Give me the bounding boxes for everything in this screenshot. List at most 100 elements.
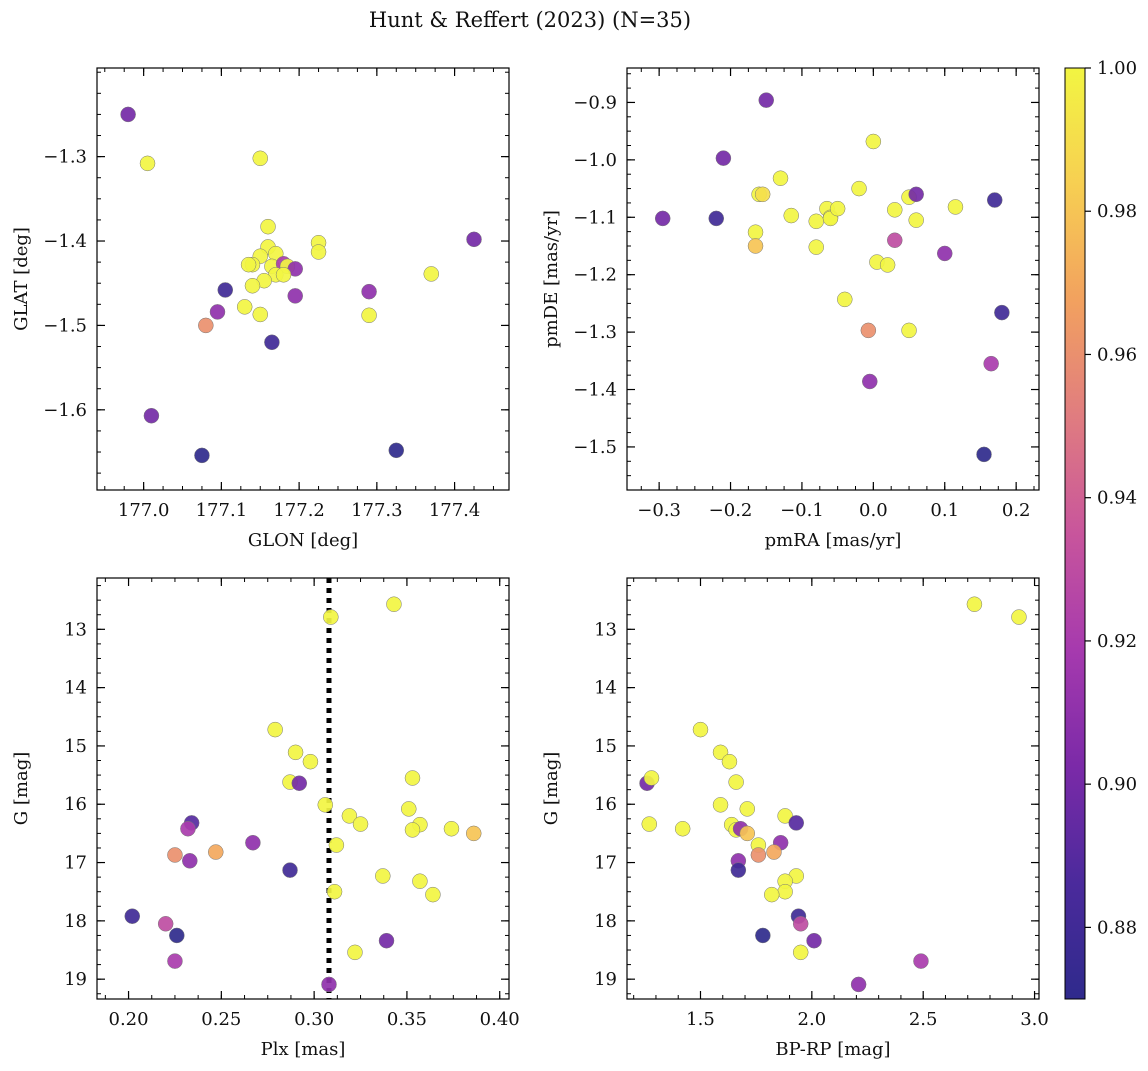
data-point bbox=[209, 304, 226, 320]
colorbar-tick-label: 0.92 bbox=[1097, 631, 1137, 652]
colorbar-tick-label: 0.94 bbox=[1097, 488, 1137, 509]
y-tick-label: 17 bbox=[594, 853, 617, 874]
data-point bbox=[755, 927, 771, 944]
data-point bbox=[777, 883, 793, 900]
x-tick-label: −0.2 bbox=[709, 500, 753, 521]
data-point bbox=[829, 200, 846, 217]
data-point bbox=[378, 932, 395, 949]
x-tick-label: 0.0 bbox=[859, 500, 888, 521]
y-tick-label: 13 bbox=[594, 619, 617, 640]
x-tick-label: −0.3 bbox=[637, 500, 681, 521]
data-point bbox=[887, 232, 903, 248]
data-point bbox=[180, 820, 196, 837]
y-tick-label: −1.1 bbox=[573, 207, 617, 228]
x-tick-label: 0.40 bbox=[480, 1009, 520, 1030]
y-tick-label: 19 bbox=[64, 969, 87, 990]
data-point bbox=[808, 239, 824, 255]
data-point bbox=[260, 218, 276, 235]
x-tick-label: 0.30 bbox=[294, 1009, 334, 1030]
x-tick-label: 177.1 bbox=[196, 500, 248, 521]
data-point bbox=[1011, 609, 1027, 625]
data-point bbox=[245, 834, 261, 851]
y-tick-label: −1.2 bbox=[573, 265, 617, 286]
colorbar-tick-label: 0.90 bbox=[1097, 774, 1137, 795]
data-point bbox=[764, 886, 780, 903]
panel-bprp-gmag: 1.5 2.0 2.5 3.0 13 14 15 16 17 18 19 BP-RP [mag] G [… bbox=[541, 577, 1049, 1060]
y-tick-label: 13 bbox=[64, 619, 87, 640]
data-point bbox=[850, 976, 867, 993]
x-axis-label: GLON [deg] bbox=[248, 530, 358, 551]
data-point bbox=[654, 210, 671, 227]
data-point bbox=[287, 744, 304, 761]
data-point bbox=[302, 753, 319, 770]
data-point bbox=[198, 317, 214, 334]
y-tick-label: 18 bbox=[594, 911, 617, 932]
panel-glon-glat: 177.0 177.1 177.2 177.3 177.4 −1.3 −1.4 −1.5 −1.… bbox=[11, 67, 510, 551]
y-tick-label: −1.3 bbox=[43, 147, 87, 168]
data-point bbox=[310, 244, 327, 260]
x-tick-label: 0.1 bbox=[930, 500, 959, 521]
data-point bbox=[386, 596, 402, 612]
x-tick-label: 0.20 bbox=[109, 1009, 149, 1030]
y-tick-label: −1.3 bbox=[573, 322, 617, 343]
axes-frame bbox=[96, 577, 510, 1000]
data-point bbox=[388, 442, 405, 459]
data-point bbox=[167, 953, 183, 969]
data-point bbox=[236, 299, 253, 315]
x-tick-label: 0.2 bbox=[1002, 500, 1031, 521]
data-point bbox=[721, 753, 738, 770]
data-point bbox=[321, 976, 337, 993]
data-point bbox=[404, 770, 421, 786]
data-point bbox=[983, 355, 999, 372]
x-tick-label: 0.25 bbox=[201, 1009, 241, 1030]
data-point bbox=[739, 825, 756, 842]
x-tick-label: 177.4 bbox=[429, 500, 481, 521]
data-point bbox=[976, 446, 992, 463]
data-point bbox=[865, 133, 882, 150]
panel-plx-gmag: 0.20 0.25 0.30 0.35 0.40 13 14 15 16 17 18 19 Plx [m… bbox=[11, 577, 520, 1060]
data-point bbox=[837, 291, 853, 308]
data-point bbox=[465, 825, 482, 842]
data-point bbox=[412, 873, 428, 889]
data-point bbox=[252, 150, 268, 167]
y-tick-label: 19 bbox=[594, 969, 617, 990]
data-point bbox=[715, 150, 732, 166]
data-point bbox=[326, 883, 343, 900]
data-point bbox=[287, 288, 303, 304]
axes-frame bbox=[96, 67, 510, 491]
data-point bbox=[851, 180, 867, 197]
data-point bbox=[792, 916, 809, 932]
data-point bbox=[361, 307, 377, 324]
y-tick-label: −1.4 bbox=[573, 380, 617, 401]
data-point bbox=[404, 822, 421, 838]
data-point bbox=[208, 844, 224, 860]
data-point bbox=[341, 808, 358, 824]
colorbar-tick-label: 0.98 bbox=[1097, 201, 1137, 222]
x-tick-label: 177.0 bbox=[118, 500, 170, 521]
y-tick-label: −1.0 bbox=[573, 150, 617, 171]
y-tick-label: −1.6 bbox=[43, 400, 87, 421]
data-point bbox=[167, 847, 183, 863]
panel-pmra-pmde: −0.3 −0.2 −0.1 0.0 0.1 0.2 −0.9 −1.0 −1.1 −1.2 −1.… bbox=[541, 67, 1040, 551]
y-tick-label: 17 bbox=[64, 853, 87, 874]
data-point bbox=[879, 257, 896, 273]
y-tick-label: 15 bbox=[594, 736, 617, 757]
figure-title: Hunt & Reffert (2023) (N=35) bbox=[369, 8, 691, 32]
data-point bbox=[361, 283, 377, 300]
colorbar-ticks: 0.88 0.90 0.92 0.94 0.96 0.98 1.00 bbox=[1085, 58, 1137, 938]
data-point bbox=[425, 886, 441, 903]
data-point bbox=[643, 770, 660, 786]
data-point bbox=[169, 927, 185, 944]
data-point bbox=[443, 820, 460, 837]
x-tick-label: 1.5 bbox=[686, 1009, 715, 1030]
y-axis-label: GLAT [deg] bbox=[11, 227, 32, 331]
x-axis-label: Plx [mas] bbox=[261, 1039, 346, 1060]
data-point bbox=[908, 186, 924, 203]
data-point bbox=[792, 944, 809, 961]
y-axis-label: pmDE [mas/yr] bbox=[541, 210, 562, 348]
y-tick-label: 14 bbox=[64, 678, 87, 699]
y-tick-label: 18 bbox=[64, 911, 87, 932]
x-tick-label: 177.3 bbox=[351, 500, 403, 521]
data-point bbox=[808, 213, 824, 230]
data-point bbox=[143, 407, 160, 424]
